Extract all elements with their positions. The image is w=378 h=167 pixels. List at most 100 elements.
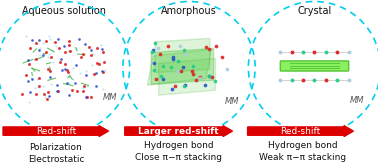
Point [157,53,163,55]
Text: Polarization
Electrostatic
Hydrogen bond: Polarization Electrostatic Hydrogen bond [21,143,91,167]
Point [84,96,90,98]
Point [151,69,157,71]
Point [153,78,159,80]
Point [169,57,175,60]
Point [64,81,70,84]
Point [151,62,157,65]
Point [43,39,50,42]
Point [46,94,52,97]
Point [99,48,105,51]
Point [311,79,318,81]
FancyBboxPatch shape [280,61,349,71]
Point [88,54,94,57]
Point [81,53,87,55]
Point [323,79,329,81]
Point [25,59,31,61]
Point [182,52,188,55]
Point [40,54,46,56]
Point [94,62,100,64]
Point [181,48,187,51]
Point [33,93,39,95]
Point [213,45,219,47]
Point [44,97,50,100]
Point [155,47,161,49]
Point [74,90,80,93]
Point [76,38,82,41]
Text: MM: MM [350,96,364,105]
Text: Red-shift: Red-shift [280,127,321,136]
Point [65,70,71,73]
Point [54,84,60,86]
Polygon shape [155,38,210,73]
Point [102,68,108,71]
Point [27,47,33,50]
FancyArrow shape [3,126,108,137]
Point [50,61,56,63]
FancyArrow shape [125,126,232,137]
Point [95,47,101,50]
Point [90,53,96,56]
Point [212,80,218,82]
Point [345,79,352,81]
Point [28,39,34,41]
Text: Hydrogen bond
Weak π−π stacking: Hydrogen bond Weak π−π stacking [259,141,346,162]
Point [46,34,52,37]
Point [70,67,76,70]
Point [80,87,86,90]
Text: MM: MM [225,97,240,106]
Point [60,45,67,47]
Point [334,79,340,81]
Point [96,63,102,66]
Point [23,35,29,38]
Point [168,66,174,68]
Point [42,95,48,98]
Point [37,47,43,49]
Point [86,46,92,49]
Point [311,50,318,53]
Point [33,42,39,45]
Point [57,61,63,64]
Point [19,92,25,95]
Point [300,50,306,53]
Point [34,86,40,89]
Point [62,51,68,53]
Point [101,50,107,53]
Point [46,76,53,78]
Point [25,80,31,83]
Text: Aqueous solution: Aqueous solution [22,6,105,16]
Point [178,69,184,72]
Point [47,69,53,71]
Point [83,74,89,76]
Point [181,85,187,88]
Point [158,74,164,77]
FancyArrow shape [248,126,353,137]
Point [66,82,72,84]
Point [202,84,208,87]
Point [54,90,60,93]
Point [36,39,42,42]
Point [81,85,87,87]
Point [87,49,93,51]
Point [160,65,166,68]
Point [300,79,306,81]
Point [57,57,64,60]
Point [98,44,104,46]
Point [289,79,295,81]
Point [203,46,209,49]
Point [277,79,284,81]
Point [55,37,61,40]
Point [206,75,212,77]
Point [73,47,79,49]
Point [45,55,51,58]
Point [45,68,51,71]
Point [91,73,97,75]
Point [43,51,49,54]
Point [48,82,54,85]
Point [73,82,79,85]
Point [323,50,329,53]
Point [334,50,340,53]
Point [209,75,215,78]
Point [23,74,29,76]
Point [206,75,212,78]
Point [26,101,32,104]
